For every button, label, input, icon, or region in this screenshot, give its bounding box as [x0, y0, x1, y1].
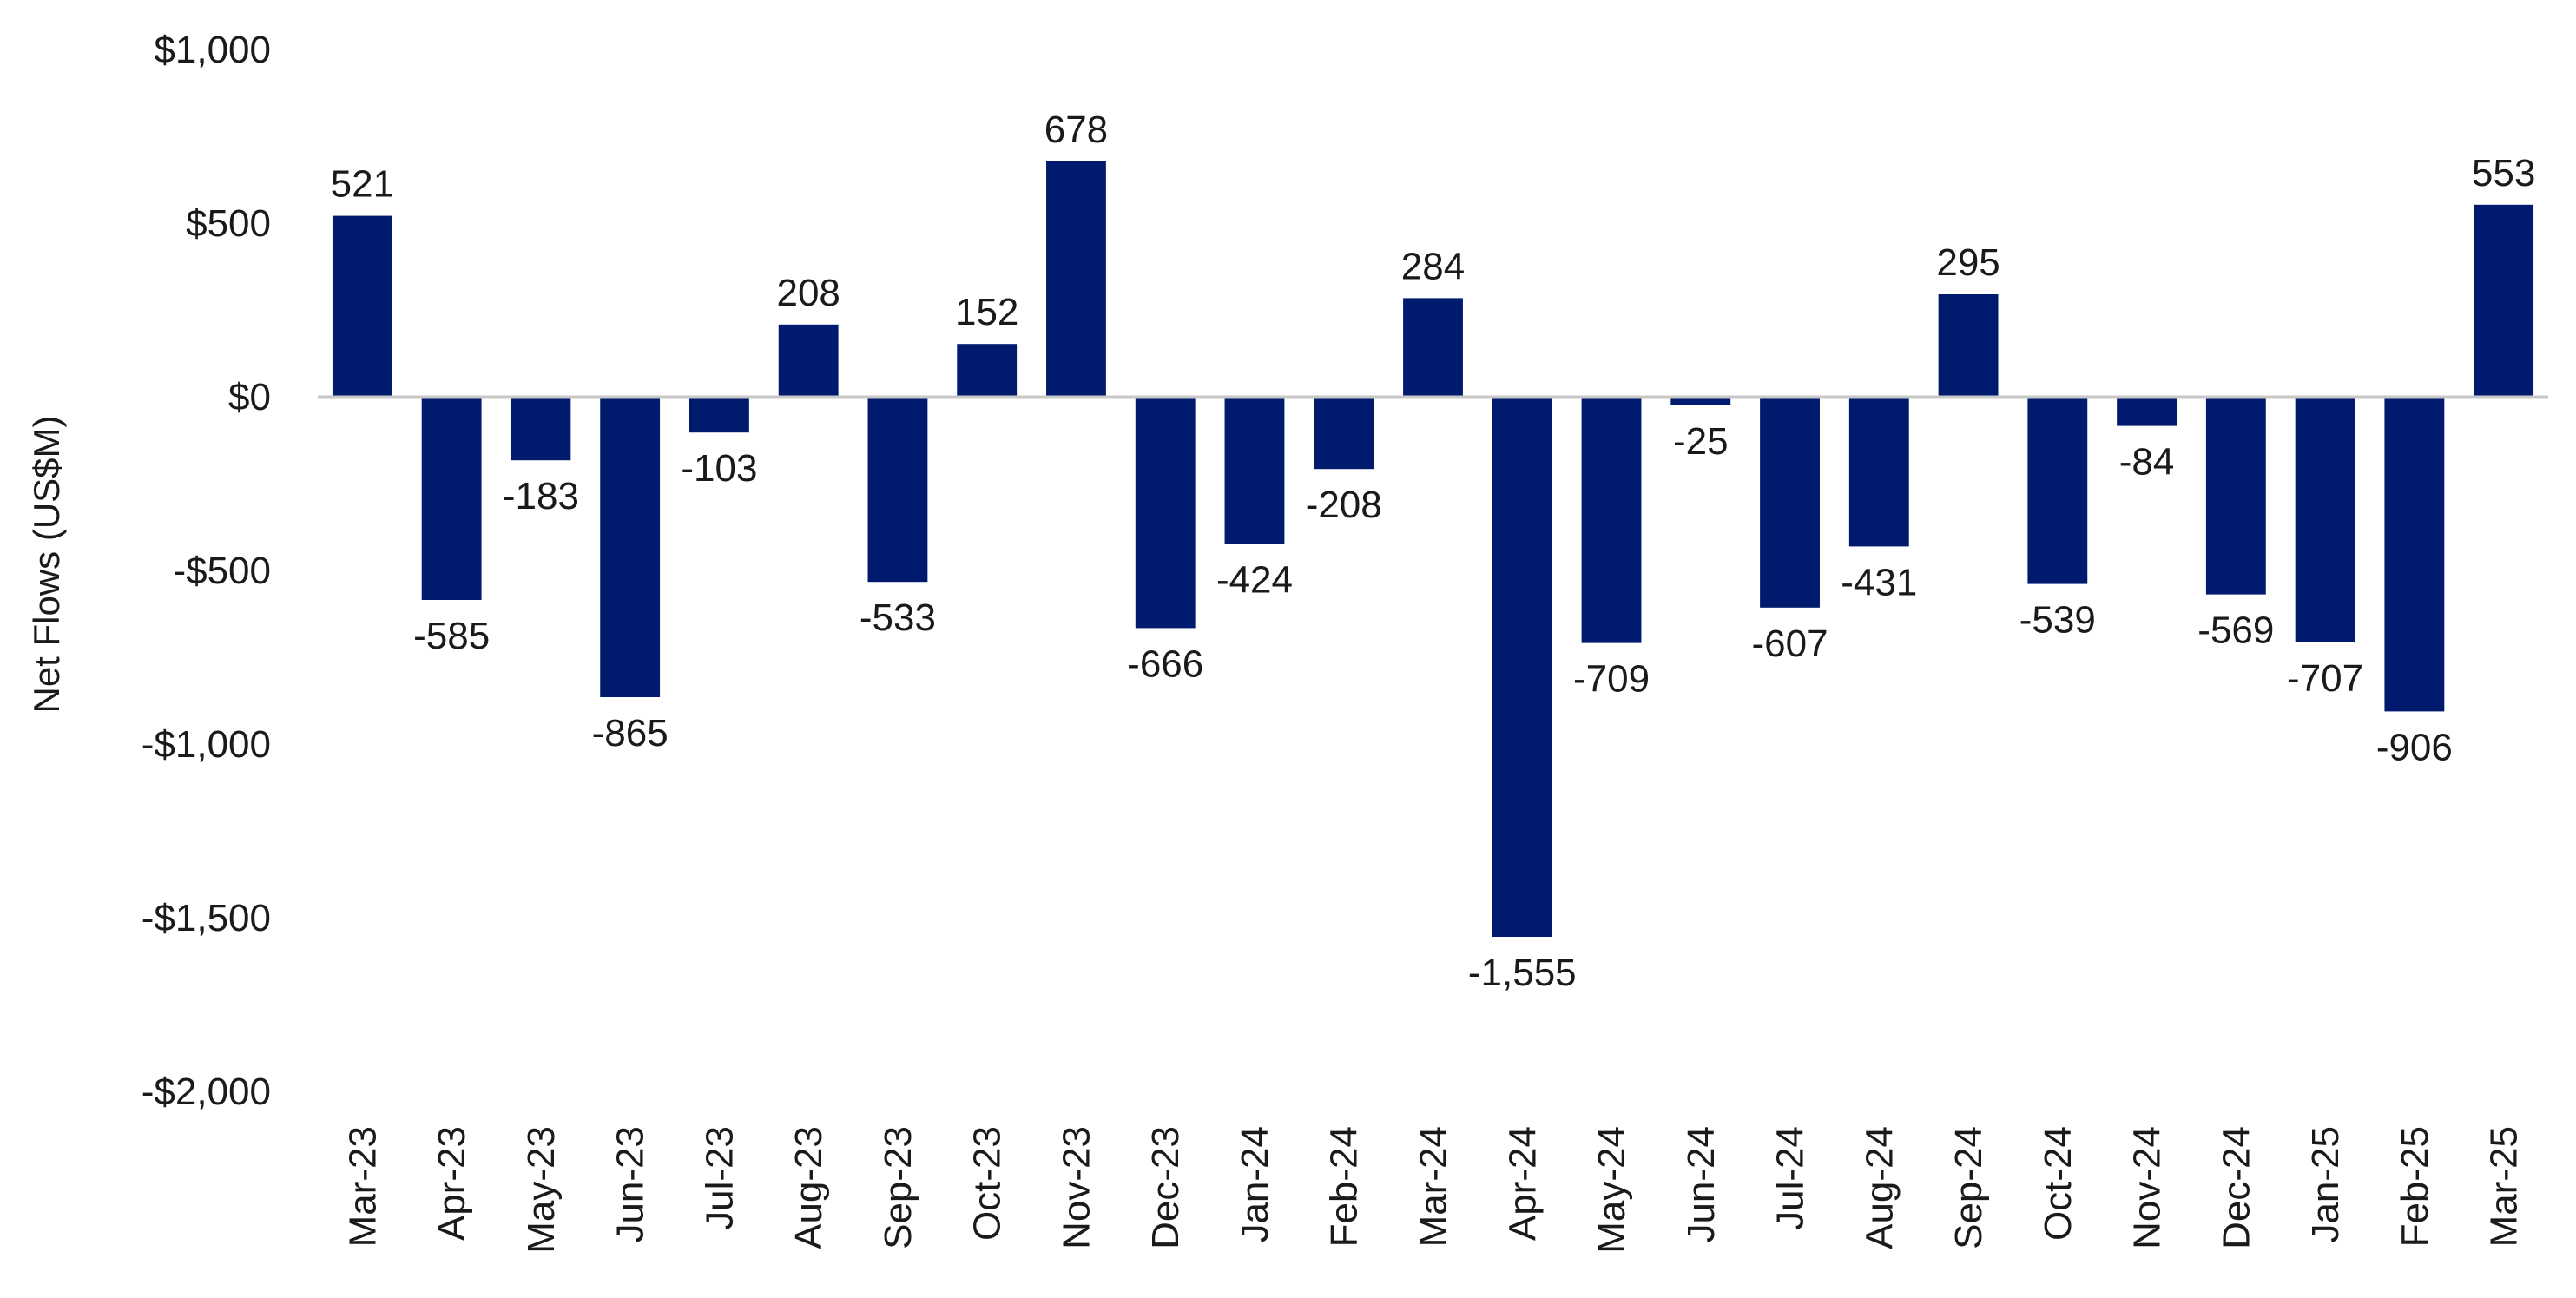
x-tick-label: Jan-24 [1234, 1126, 1276, 1243]
bar [867, 397, 928, 583]
y-axis-ticks: $1,000 $500 $0 -$500 -$1,000 -$1,500 -$2,000 [142, 29, 271, 1113]
x-tick-label: Mar-23 [341, 1126, 384, 1247]
data-label: -208 [1306, 484, 1382, 526]
x-tick-label: Feb-24 [1323, 1126, 1366, 1247]
x-tick-label: Aug-23 [787, 1126, 830, 1249]
data-label: -183 [503, 475, 579, 517]
x-tick-label: Dec-23 [1144, 1126, 1187, 1249]
bar [511, 397, 571, 461]
x-tick-label: Aug-24 [1858, 1126, 1901, 1249]
data-label: 284 [1401, 245, 1465, 287]
data-label: 521 [331, 163, 394, 206]
data-label: -906 [2376, 726, 2453, 768]
bar [2474, 204, 2534, 397]
data-label: -25 [1673, 420, 1729, 463]
bar [2384, 397, 2445, 712]
data-label: -707 [2287, 657, 2363, 700]
bar [957, 344, 1018, 397]
data-label: -666 [1127, 642, 1203, 685]
bar [1135, 397, 1196, 629]
x-tick-label: Oct-23 [966, 1126, 1009, 1241]
bar [1403, 298, 1463, 397]
x-tick-label: Feb-25 [2394, 1126, 2436, 1247]
x-tick-label: Mar-24 [1413, 1126, 1455, 1247]
x-tick-label: Sep-23 [877, 1126, 919, 1249]
data-label: -865 [592, 712, 669, 754]
bar [1046, 161, 1106, 398]
x-tick-label: Dec-24 [2215, 1126, 2257, 1249]
data-label: 553 [2472, 152, 2535, 194]
bar [2117, 397, 2177, 426]
x-tick-label: Nov-24 [2126, 1126, 2169, 1249]
x-tick-label: Jan-25 [2304, 1126, 2347, 1243]
bar [2205, 397, 2266, 595]
bar [2027, 397, 2088, 584]
data-label: -569 [2197, 609, 2274, 652]
bar [600, 397, 661, 697]
x-tick-label: Apr-24 [1501, 1126, 1544, 1241]
y-tick-label: $500 [186, 202, 271, 245]
bar [1492, 397, 1552, 937]
data-labels: 521 -585 -183 -865 -103 208 -533 152 678 -666 -424… [331, 109, 2536, 994]
y-tick-label: -$500 [173, 550, 271, 592]
x-tick-label: Oct-24 [2037, 1126, 2079, 1241]
bar [1938, 294, 1999, 397]
bar [1760, 397, 1820, 608]
data-label: 152 [955, 291, 1018, 333]
bar [2295, 397, 2355, 642]
data-label: -585 [413, 615, 490, 657]
bars [332, 161, 2534, 937]
data-label: 678 [1044, 109, 1108, 151]
y-tick-label: -$2,000 [142, 1071, 271, 1113]
bar [688, 397, 749, 433]
x-tick-label: Nov-23 [1055, 1126, 1097, 1249]
x-axis-ticks: Mar-23 Apr-23 May-23 Jun-23 Jul-23 Aug-23 Sep-… [341, 1126, 2525, 1254]
data-label: -84 [2119, 441, 2175, 484]
y-tick-label: $1,000 [154, 29, 271, 71]
bar [1314, 397, 1374, 470]
x-tick-label: Apr-23 [431, 1126, 473, 1241]
data-label: -607 [1752, 623, 1828, 665]
data-label: -103 [681, 447, 757, 490]
bar [778, 324, 839, 397]
bar [1581, 397, 1642, 643]
bar [1848, 397, 1909, 547]
data-label: -533 [860, 596, 936, 639]
x-tick-label: Jul-23 [698, 1126, 741, 1230]
data-label: -1,555 [1468, 952, 1577, 994]
y-tick-label: -$1,000 [142, 723, 271, 766]
data-label: -424 [1216, 559, 1293, 602]
bar [1224, 397, 1285, 544]
x-tick-label: Mar-25 [2483, 1126, 2526, 1247]
data-label: 295 [1936, 241, 2000, 284]
bar [332, 215, 392, 397]
x-tick-label: Jun-23 [609, 1126, 652, 1243]
data-label: -709 [1573, 658, 1650, 701]
y-tick-label: $0 [228, 376, 271, 418]
x-tick-label: May-23 [520, 1126, 563, 1254]
x-tick-label: May-24 [1591, 1126, 1633, 1254]
data-label: -539 [2019, 599, 2096, 642]
x-tick-label: Sep-24 [1947, 1126, 1990, 1249]
y-tick-label: -$1,500 [142, 897, 271, 939]
bar [1670, 397, 1731, 405]
data-label: 208 [776, 272, 840, 314]
data-label: -431 [1841, 561, 1917, 603]
y-axis-label: Net Flows (US$M) [26, 415, 67, 713]
x-tick-label: Jun-24 [1680, 1126, 1723, 1243]
bar [421, 397, 482, 600]
x-tick-label: Jul-24 [1769, 1126, 1812, 1230]
